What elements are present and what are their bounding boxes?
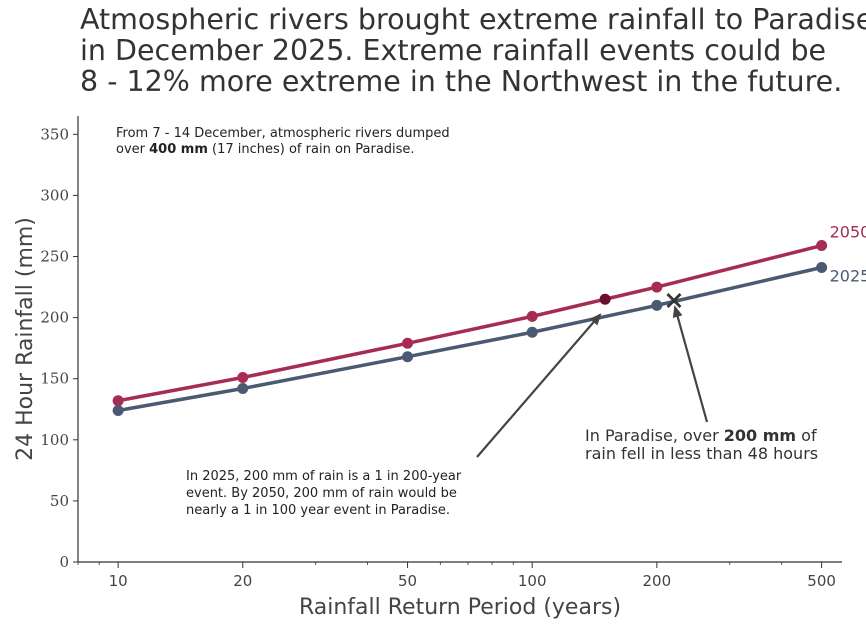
y-tick-label: 350 bbox=[40, 125, 69, 143]
chart-title: Atmospheric rivers brought extreme rainf… bbox=[80, 3, 866, 98]
y-axis-label: 24 Hour Rainfall (mm) bbox=[13, 217, 38, 461]
right-note-line-2: rain fell in less than 48 hours bbox=[585, 444, 818, 463]
y-tick-label: 250 bbox=[40, 248, 69, 266]
right-note-bold: 200 mm bbox=[724, 426, 796, 445]
observed-x-marker bbox=[666, 293, 682, 308]
data-point-2050 bbox=[816, 240, 828, 252]
data-point-2050 bbox=[651, 281, 663, 293]
title-line-3: 8 - 12% more extreme in the Northwest in… bbox=[80, 65, 843, 98]
bottom-note-arrow bbox=[476, 313, 602, 458]
y-ticks: 0 50 100 150 200 250 300 350 bbox=[40, 125, 78, 571]
right-note-arrow bbox=[672, 305, 709, 423]
x-marker-stroke bbox=[666, 293, 682, 308]
data-point-2050 bbox=[237, 371, 249, 383]
series-layer: 2050 2025 bbox=[112, 223, 866, 416]
series-line-2025 bbox=[117, 265, 823, 413]
title-line-2: in December 2025. Extreme rainfall event… bbox=[80, 34, 827, 67]
x-tick-label: 500 bbox=[807, 572, 836, 590]
series-label-2050: 2050 bbox=[830, 223, 866, 242]
series-line-2050 bbox=[117, 243, 823, 403]
data-point-2025 bbox=[816, 262, 828, 274]
x-tick-label: 100 bbox=[518, 572, 547, 590]
right-note-post: of bbox=[796, 426, 817, 445]
data-point-2025 bbox=[402, 351, 414, 363]
x-tick-label: 20 bbox=[233, 572, 252, 590]
data-point-2050 bbox=[526, 310, 538, 322]
axes bbox=[77, 116, 842, 563]
right-note-pre: In Paradise, over bbox=[585, 426, 724, 445]
y-tick-label: 200 bbox=[40, 309, 69, 327]
y-tick-label: 150 bbox=[40, 370, 69, 388]
data-point-2025 bbox=[651, 299, 663, 311]
x-ticks: 10 20 50 100 200 500 bbox=[77, 562, 836, 590]
data-point-2025 bbox=[112, 404, 124, 416]
bottom-note-line-3: nearly a 1 in 100 year event in Paradise… bbox=[186, 503, 450, 518]
bottom-note-line-1: In 2025, 200 mm of rain is a 1 in 200-ye… bbox=[186, 469, 462, 484]
data-point-2050 bbox=[402, 337, 414, 349]
top-note-line-1: From 7 - 14 December, atmospheric rivers… bbox=[116, 126, 450, 141]
x-axis-label: Rainfall Return Period (years) bbox=[299, 595, 621, 620]
y-tick-label: 300 bbox=[40, 186, 69, 204]
bottom-note-line-2: event. By 2050, 200 mm of rain would be bbox=[186, 486, 457, 501]
top-note-post: (17 inches) of rain on Paradise. bbox=[208, 142, 415, 157]
x-tick-label: 200 bbox=[643, 572, 672, 590]
data-point-2025 bbox=[526, 326, 538, 338]
y-tick-label: 50 bbox=[50, 492, 69, 510]
y-tick-label: 0 bbox=[59, 553, 69, 571]
top-note-pre: over bbox=[116, 142, 149, 157]
data-point-2050 bbox=[112, 395, 124, 407]
y-tick-label: 100 bbox=[40, 431, 69, 449]
x-tick-label: 50 bbox=[398, 572, 417, 590]
series-label-2025: 2025 bbox=[830, 267, 866, 286]
data-point-2025 bbox=[237, 382, 249, 394]
highlight-point bbox=[599, 293, 611, 305]
title-line-1: Atmospheric rivers brought extreme rainf… bbox=[80, 3, 866, 36]
right-note-line-1: In Paradise, over 200 mm of bbox=[585, 426, 817, 445]
x-tick-label: 10 bbox=[109, 572, 128, 590]
top-note-bold: 400 mm bbox=[149, 142, 208, 157]
top-note-line-2: over 400 mm (17 inches) of rain on Parad… bbox=[116, 142, 415, 157]
